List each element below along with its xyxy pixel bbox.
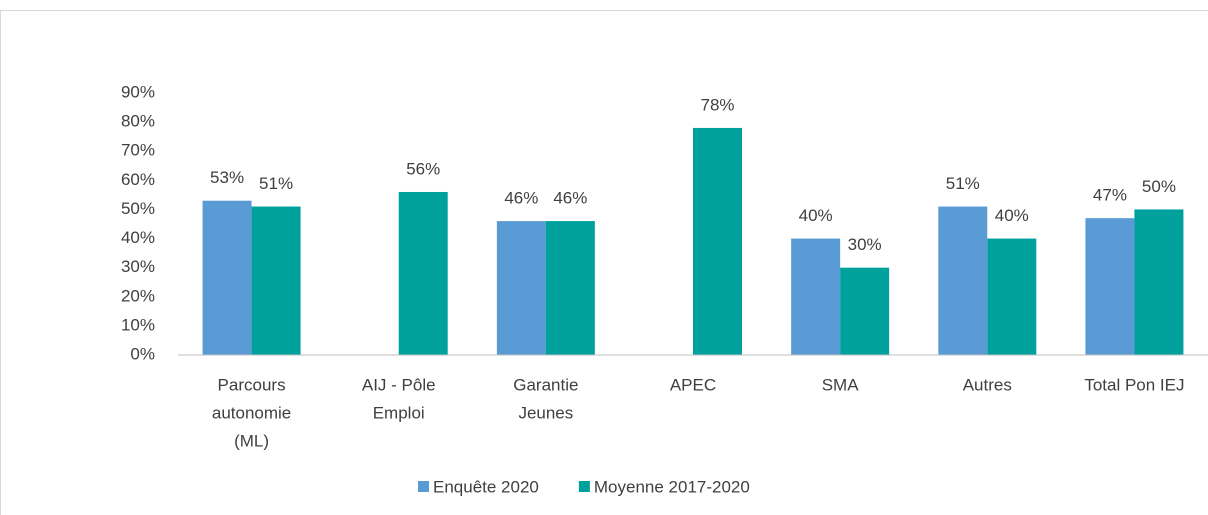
- data-label: 50%: [1142, 177, 1176, 196]
- data-label: 53%: [210, 168, 244, 187]
- y-tick-label: 20%: [121, 286, 155, 305]
- data-label: 46%: [504, 189, 538, 208]
- data-label: 46%: [553, 189, 587, 208]
- bar: [1134, 209, 1184, 355]
- bar: [545, 221, 595, 355]
- x-tick-label: Emploi: [373, 403, 425, 422]
- x-tick-label: SMA: [822, 375, 860, 394]
- bar: [1085, 218, 1135, 355]
- x-tick-label: Autres: [963, 375, 1012, 394]
- x-tick-label: Total Pon IEJ: [1084, 375, 1184, 394]
- x-tick-label: Parcours: [218, 375, 286, 394]
- bar: [987, 238, 1037, 355]
- chart-frame: [0, 10, 1208, 515]
- y-tick-label: 40%: [121, 228, 155, 247]
- y-tick-label: 70%: [121, 141, 155, 160]
- data-label: 40%: [995, 206, 1029, 225]
- data-label: 51%: [946, 174, 980, 193]
- x-tick-label: APEC: [670, 375, 716, 394]
- x-tick-label: autonomie: [212, 403, 291, 422]
- bar: [840, 267, 890, 355]
- bar: [496, 221, 546, 355]
- y-tick-label: 80%: [121, 112, 155, 131]
- legend-swatch: [578, 481, 590, 492]
- bar: [693, 127, 742, 355]
- data-label: 47%: [1093, 186, 1127, 205]
- y-tick-label: 0%: [130, 344, 155, 363]
- bar: [202, 200, 252, 355]
- data-label: 40%: [799, 206, 833, 225]
- y-tick-label: 60%: [121, 170, 155, 189]
- legend-label: Moyenne 2017-2020: [594, 477, 750, 496]
- bar: [398, 191, 448, 355]
- x-tick-label: (ML): [234, 431, 269, 450]
- bar: [251, 206, 301, 355]
- data-label: 78%: [700, 95, 734, 114]
- y-tick-label: 50%: [121, 199, 155, 218]
- x-tick-label: Jeunes: [518, 403, 573, 422]
- legend-label: Enquête 2020: [433, 477, 539, 496]
- data-label: 30%: [848, 235, 882, 254]
- y-tick-label: 90%: [121, 82, 155, 101]
- legend-swatch: [418, 481, 429, 492]
- x-tick-label: Garantie: [513, 375, 578, 394]
- data-label: 56%: [406, 159, 440, 178]
- y-tick-label: 30%: [121, 257, 155, 276]
- x-tick-label: AIJ - Pôle: [362, 375, 436, 394]
- bar: [791, 238, 841, 355]
- y-tick-label: 10%: [121, 315, 155, 334]
- bar: [938, 206, 988, 355]
- data-label: 51%: [259, 174, 293, 193]
